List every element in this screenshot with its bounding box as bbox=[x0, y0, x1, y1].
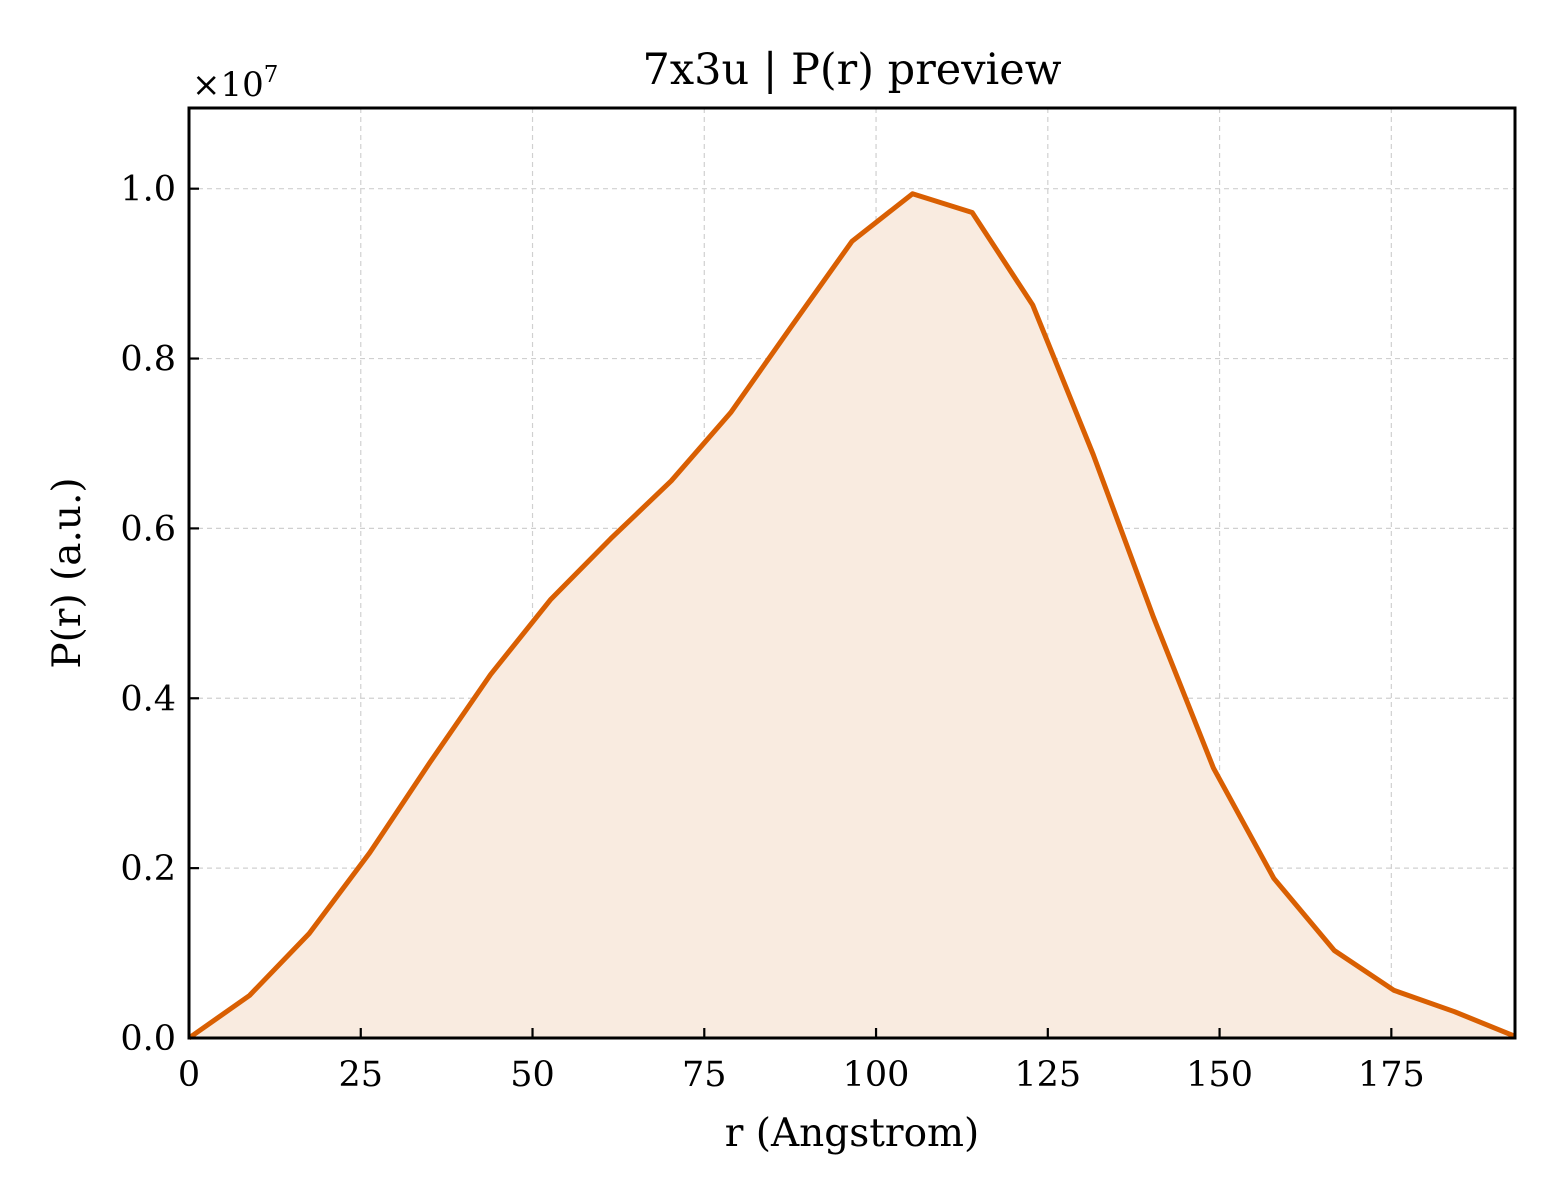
y-axis-multiplier-base: ×10 bbox=[192, 65, 264, 105]
y-tick-label: 1.0 bbox=[120, 170, 176, 210]
y-axis-label: P(r) (a.u.) bbox=[45, 477, 90, 668]
pr-area-fill bbox=[189, 193, 1515, 1039]
plot-frame bbox=[187, 106, 1517, 1040]
x-tick-label: 0 bbox=[178, 1055, 200, 1095]
x-tick-label: 75 bbox=[682, 1055, 727, 1095]
x-tick-label: 175 bbox=[1358, 1055, 1425, 1095]
y-tick-label: 0.8 bbox=[120, 340, 176, 380]
x-tick-label: 150 bbox=[1186, 1055, 1253, 1095]
chart-title: 7x3u | P(r) preview bbox=[642, 45, 1061, 95]
x-axis-label: r (Angstrom) bbox=[725, 1111, 980, 1156]
x-tick-label: 50 bbox=[510, 1055, 555, 1095]
y-tick-label: 0.2 bbox=[120, 849, 176, 889]
x-tick-label: 25 bbox=[338, 1055, 383, 1095]
y-axis-multiplier: ×107 bbox=[192, 62, 278, 105]
y-tick-label: 0.4 bbox=[120, 679, 176, 719]
x-tick-label: 100 bbox=[843, 1055, 910, 1095]
y-axis-multiplier-exponent: 7 bbox=[264, 62, 279, 88]
x-tick-label: 125 bbox=[1014, 1055, 1081, 1095]
y-tick-label: 0.0 bbox=[120, 1019, 176, 1059]
pr-series-line bbox=[187, 191, 1516, 1041]
axis-ticks: 0 25 50 75 100 125 150 175 0.0 0.2 0.4 0.6 0.8 1.0 bbox=[120, 170, 1424, 1095]
y-tick-label: 0.6 bbox=[120, 509, 176, 549]
